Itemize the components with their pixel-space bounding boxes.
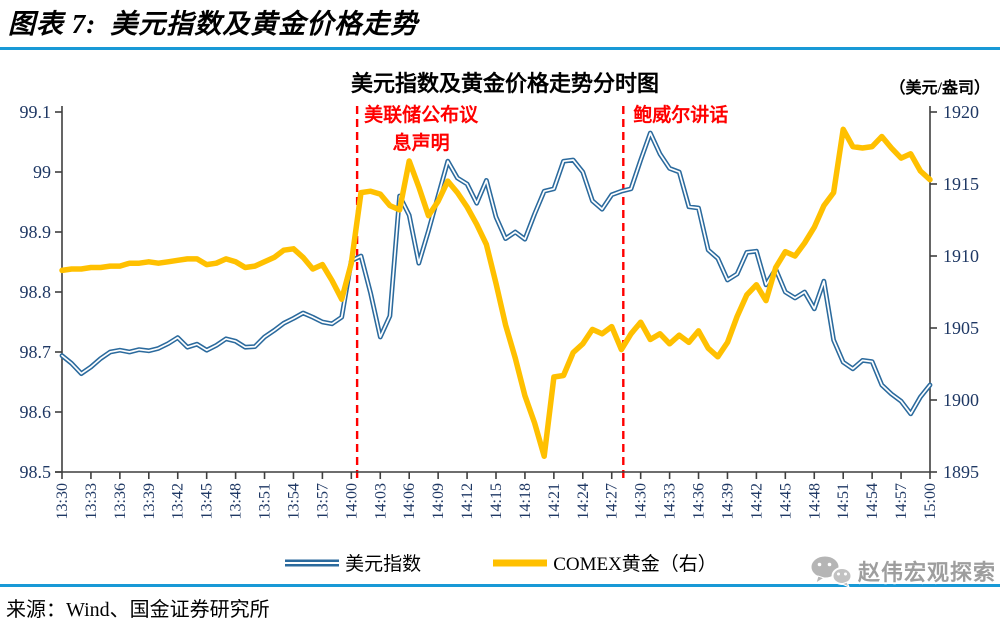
x-axis-tick-label: 14:03 — [372, 483, 389, 519]
right-axis-tick-label: 1900 — [943, 390, 979, 410]
x-axis-tick-label: 14:21 — [546, 483, 563, 519]
x-axis-tick-label: 14:18 — [517, 483, 534, 519]
usd-index-line-swatch — [285, 559, 340, 566]
figure-number: 图表 7: — [8, 9, 97, 39]
left-axis-tick-label: 99 — [33, 162, 51, 182]
x-axis-tick-label: 13:30 — [54, 483, 71, 519]
x-axis-tick-label: 14:45 — [777, 483, 794, 519]
x-axis-tick-label: 14:30 — [633, 483, 650, 519]
x-axis-tick-label: 14:33 — [662, 483, 679, 519]
right-axis-tick-label: 1905 — [943, 318, 979, 338]
left-axis-tick-label: 98.9 — [20, 222, 52, 242]
right-axis — [929, 106, 937, 473]
x-axis-tick-label: 14:09 — [430, 483, 447, 519]
x-axis-tick-label: 13:39 — [141, 483, 158, 519]
chart-title: 美元指数及黄金价格走势分时图 — [350, 71, 659, 96]
x-axis-tick-label: 14:57 — [893, 483, 910, 519]
legend-label-comex-gold: COMEX黄金（右） — [553, 554, 717, 575]
watermark: 赵伟宏观探索 — [808, 553, 996, 589]
comex-gold-line — [59, 126, 933, 459]
comex-gold-line-swatch — [493, 559, 548, 566]
left-axis-tick-label: 98.6 — [20, 402, 52, 422]
x-axis-tick-label: 14:00 — [343, 483, 360, 519]
x-axis-tick-label: 13:42 — [170, 483, 187, 519]
x-axis-tick-label: 15:00 — [922, 483, 939, 519]
x-axis-tick-label: 13:36 — [112, 483, 129, 519]
right-axis-tick-label: 1895 — [943, 462, 979, 482]
left-axis-tick-label: 98.8 — [20, 282, 52, 302]
bottom-divider — [0, 584, 1000, 587]
x-axis-tick-label: 14:39 — [719, 483, 736, 519]
x-axis — [55, 471, 931, 479]
x-axis-tick-label: 13:48 — [228, 483, 245, 519]
event-annotation-text: 鲍威尔讲话 — [633, 103, 728, 126]
legend-item-comex-gold: COMEX黄金（右） — [491, 549, 717, 576]
figure-title: 美元指数及黄金价格走势 — [110, 9, 419, 39]
top-divider — [0, 47, 1000, 50]
source-text: 来源：Wind、国金证券研究所 — [6, 599, 270, 621]
x-axis-tick-label: 14:24 — [575, 483, 592, 519]
left-axis-tick-label: 99.1 — [20, 102, 52, 122]
left-axis-tick-label: 98.5 — [20, 462, 52, 482]
chart-legend: 美元指数 COMEX黄金（右） — [0, 549, 1000, 576]
x-axis-tick-label: 13:51 — [257, 483, 274, 519]
x-axis-tick-label: 13:45 — [199, 483, 216, 519]
right-axis-tick-label: 1920 — [943, 102, 979, 122]
figure-header: 图表 7: 美元指数及黄金价格走势 — [8, 2, 418, 41]
legend-item-usd-index: 美元指数 — [283, 549, 421, 576]
left-axis — [55, 106, 63, 473]
event-annotation-text: 美联储公布议 — [364, 103, 479, 126]
right-axis-unit-label: （美元/盎司） — [889, 80, 990, 97]
x-axis-tick-label: 14:12 — [459, 483, 476, 519]
left-axis-tick-label: 98.7 — [20, 342, 52, 362]
x-axis-tick-label: 14:42 — [748, 483, 765, 519]
x-axis-tick-label: 14:27 — [604, 483, 621, 519]
x-axis-tick-label: 14:06 — [401, 483, 418, 519]
x-axis-tick-label: 14:54 — [864, 483, 881, 519]
x-axis-tick-label: 13:57 — [314, 483, 331, 519]
x-axis-tick-label: 14:15 — [488, 483, 505, 519]
right-axis-tick-label: 1915 — [943, 174, 979, 194]
x-axis-tick-label: 13:33 — [83, 483, 100, 519]
legend-label-usd-index: 美元指数 — [345, 554, 422, 575]
chart-plot-area: 99.1 99 98.9 98.8 98.7 98.6 98.5 1920 1915 1910 19… — [20, 102, 980, 519]
event-annotation-text: 息声明 — [393, 131, 450, 154]
x-axis-tick-label: 14:48 — [806, 483, 823, 519]
usd-index-line — [59, 130, 933, 417]
watermark-text: 赵伟宏观探索 — [857, 560, 996, 585]
right-axis-tick-label: 1910 — [943, 246, 979, 266]
x-axis-tick-label: 13:54 — [285, 483, 302, 519]
wechat-icon — [809, 554, 853, 588]
x-axis-tick-label: 14:36 — [691, 483, 708, 519]
x-axis-tick-label: 14:51 — [835, 483, 852, 519]
